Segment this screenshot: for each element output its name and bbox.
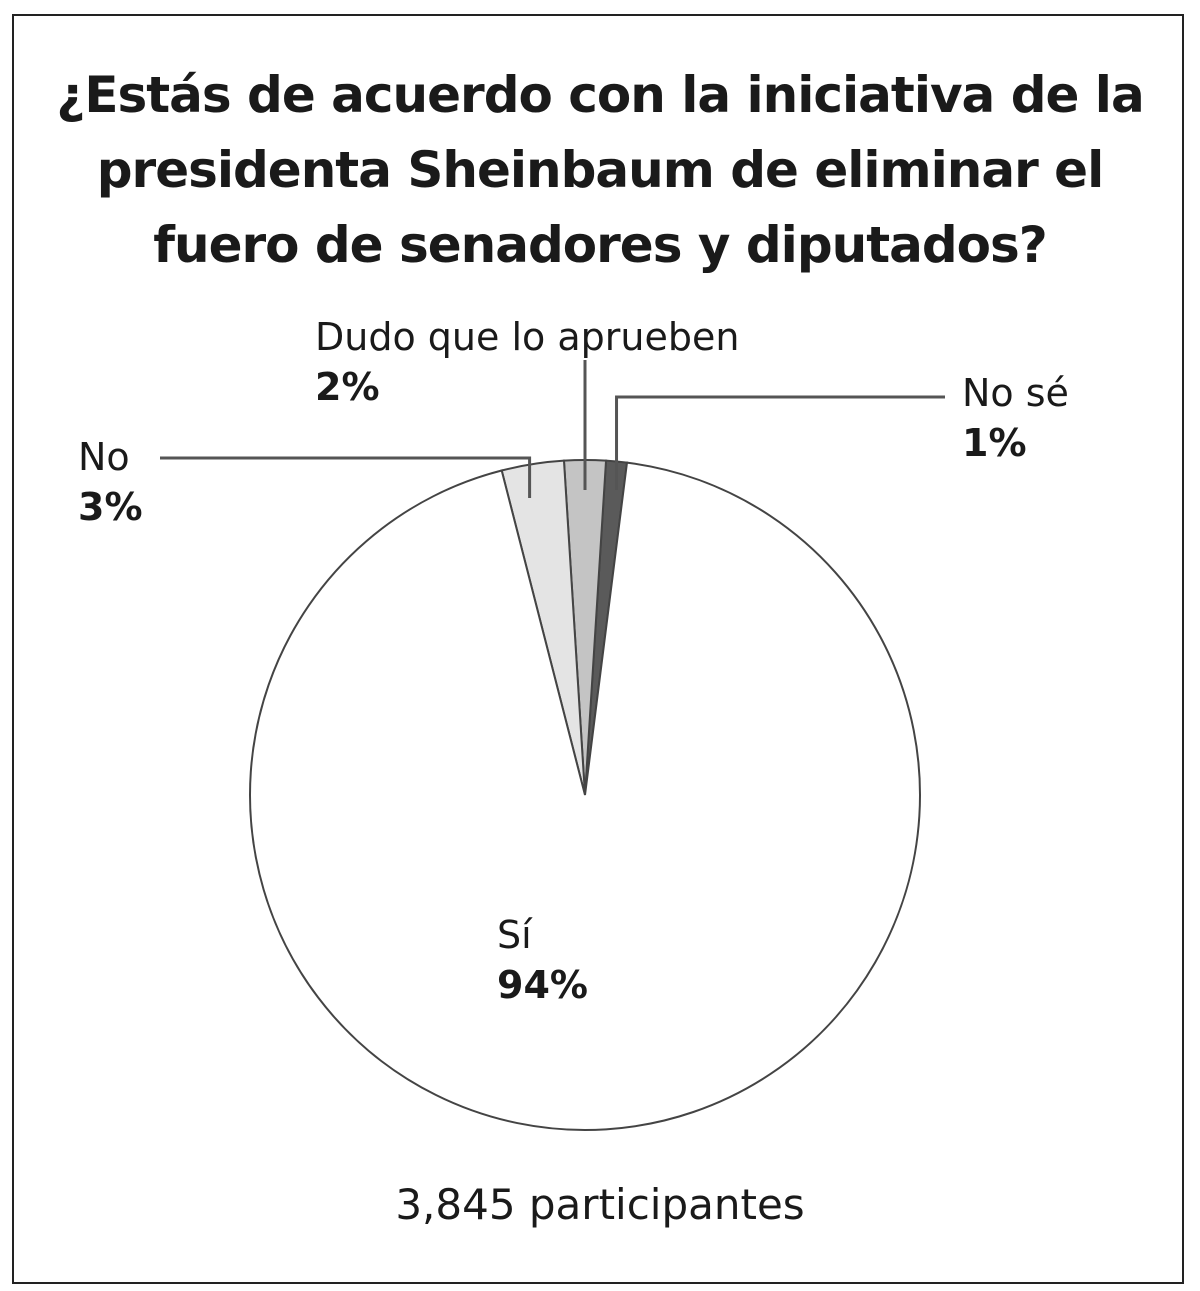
label-nose-name: No sé: [962, 371, 1069, 415]
leader-line-no: [160, 456, 532, 498]
label-nose: No sé 1%: [962, 368, 1069, 468]
label-dudo: Dudo que lo aprueben 2%: [315, 312, 739, 412]
label-dudo-name: Dudo que lo aprueben: [315, 315, 740, 359]
label-no: No 3%: [78, 432, 143, 532]
label-dudo-value: 2%: [315, 365, 380, 409]
label-si-value: 94%: [497, 963, 588, 1007]
label-nose-value: 1%: [962, 421, 1027, 465]
label-no-value: 3%: [78, 485, 143, 529]
label-si: Sí 94%: [497, 910, 588, 1010]
chart-title: ¿Estás de acuerdo con la iniciativa de l…: [56, 66, 1144, 274]
leader-line-nose: [615, 395, 945, 490]
label-si-name: Sí: [497, 913, 532, 957]
label-no-name: No: [78, 435, 130, 479]
pie-slice-0: [249, 461, 921, 1131]
participants-count: 3,845 participantes: [395, 1180, 805, 1229]
chart-frame: [12, 14, 1184, 1284]
